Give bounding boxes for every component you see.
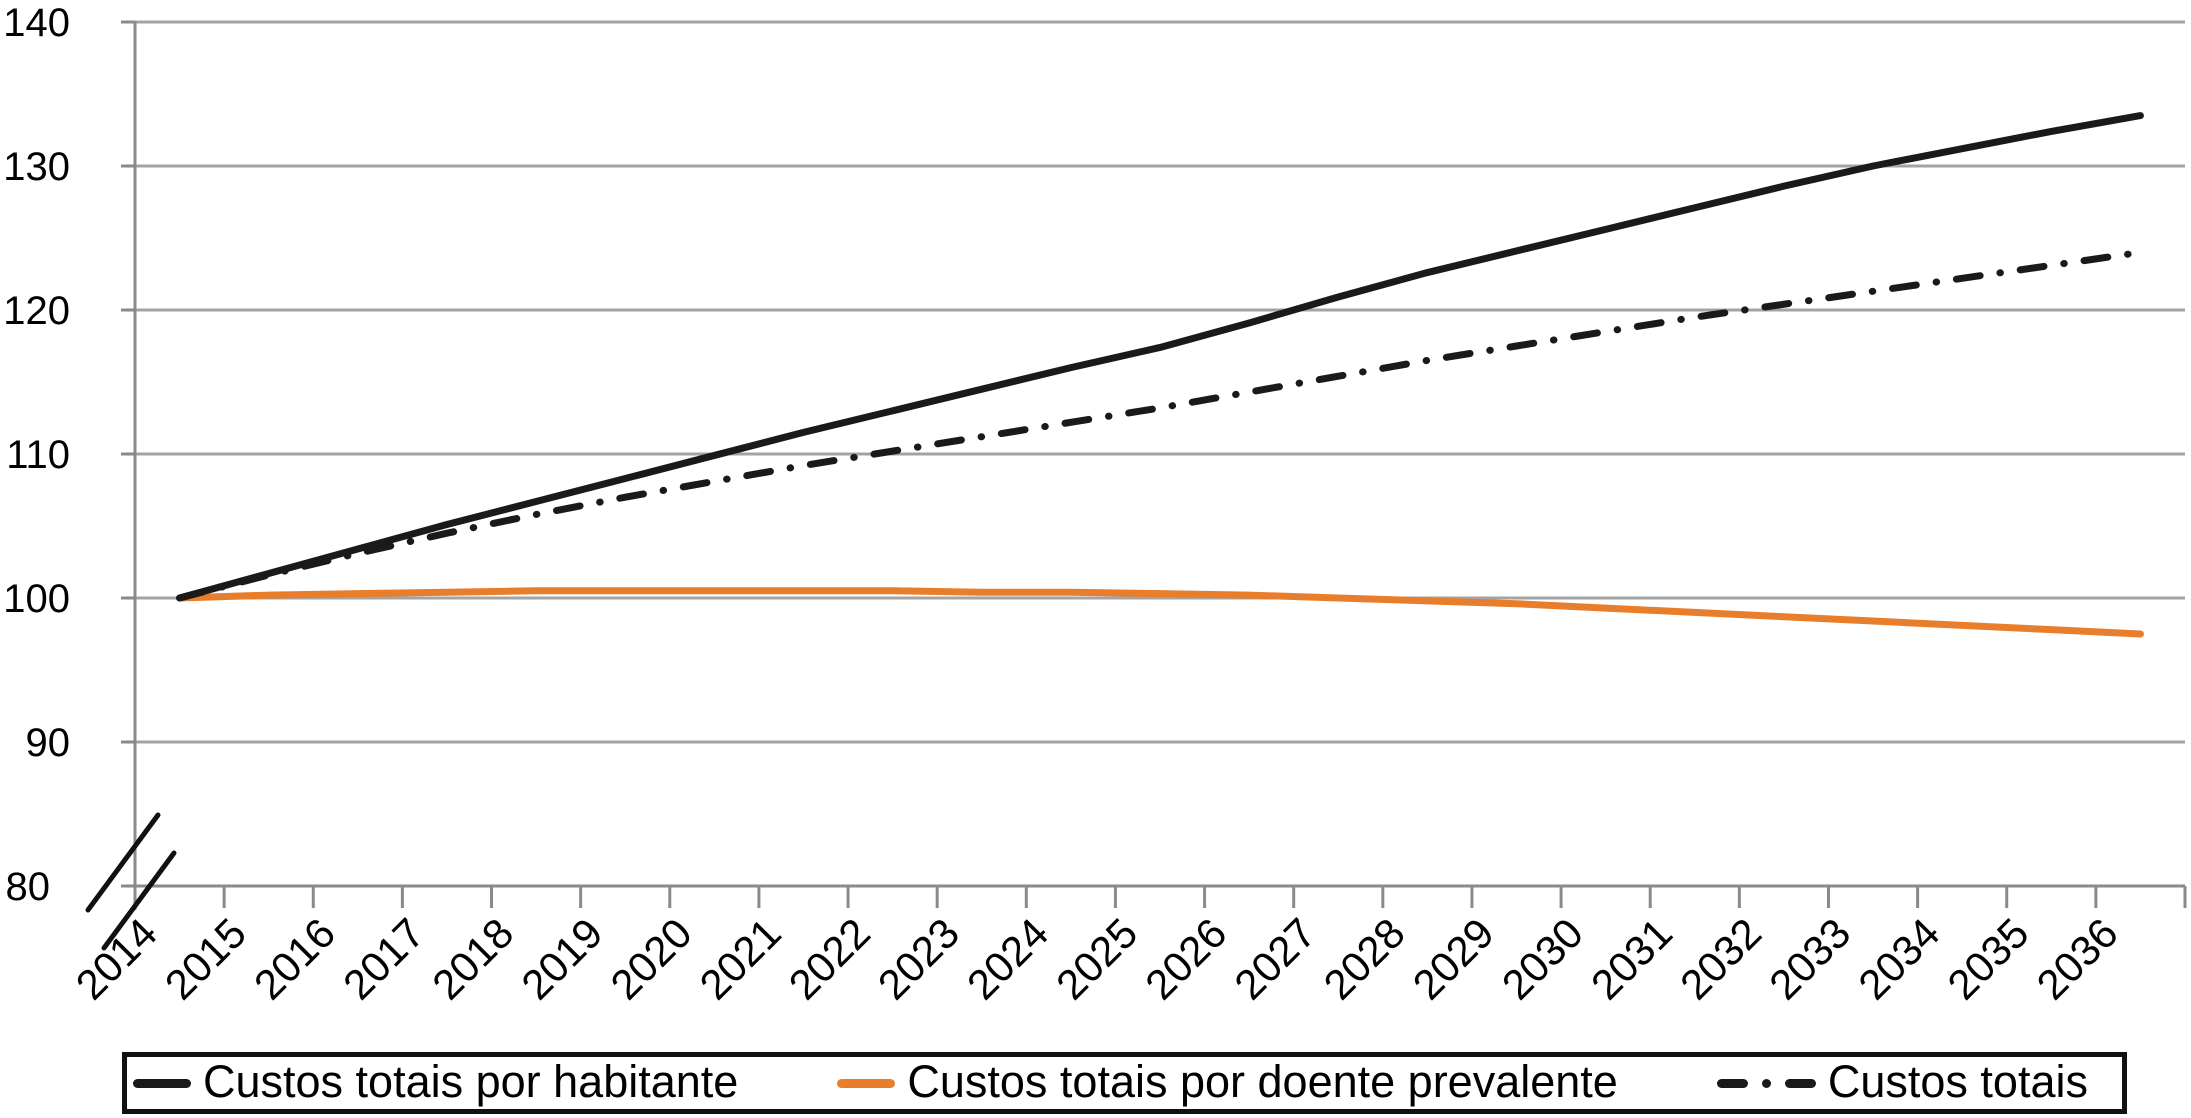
x-tick-label: 2016 — [245, 909, 344, 1008]
x-tick-label: 2036 — [2027, 909, 2126, 1008]
x-tick-label: 2025 — [1047, 909, 1146, 1008]
series-line-custos-totais — [176, 248, 2144, 602]
x-tick-label: 2019 — [512, 909, 611, 1008]
x-tick-label: 2014 — [67, 909, 166, 1008]
legend-swatch-dash-dot-line — [1716, 1078, 1816, 1088]
x-tick-label: 2018 — [423, 909, 522, 1008]
x-tick-label: 2020 — [601, 909, 700, 1008]
legend-label: Custos totais por habitante — [203, 1056, 739, 1107]
x-tick-label: 2027 — [1225, 909, 1324, 1008]
x-tick-label: 2032 — [1671, 909, 1770, 1008]
axis-break-mark — [101, 850, 177, 951]
series-line-custos-totais-por-doente-prevalente — [176, 587, 2144, 638]
dot-mark — [1761, 1078, 1771, 1088]
y-tick-label: 130 — [3, 145, 70, 189]
x-tick-label: 2035 — [1938, 909, 2037, 1008]
x-tick-label: 2034 — [1849, 909, 1948, 1008]
y-tick-label: 140 — [3, 1, 70, 45]
legend-label: Custos totais — [1827, 1056, 2088, 1107]
y-tick-label: 80 — [6, 865, 51, 909]
x-tick-label: 2022 — [780, 909, 879, 1008]
y-tick-label: 110 — [6, 433, 70, 477]
x-tick-label: 2028 — [1314, 909, 1413, 1008]
x-tick-label: 2029 — [1404, 909, 1503, 1008]
x-tick-label: 2017 — [334, 909, 433, 1008]
y-tick-label: 120 — [3, 289, 70, 333]
x-tick-label: 2023 — [869, 909, 968, 1008]
x-tick-label: 2015 — [156, 909, 255, 1008]
y-tick-label: 90 — [26, 721, 71, 765]
x-tick-label: 2033 — [1760, 909, 1859, 1008]
legend-item-custos-totais-por-habitante: Custos totais por habitante — [133, 1059, 738, 1107]
x-tick-label: 2026 — [1136, 909, 1235, 1008]
legend-swatch-orange-line — [837, 1078, 896, 1088]
x-tick-label: 2021 — [691, 909, 790, 1008]
legend-item-custos-totais-por-doente-prevalente: Custos totais por doente prevalente — [837, 1056, 1618, 1107]
legend: Custos totais por habitante Custos totai… — [122, 1052, 2127, 1114]
dash-mark — [1784, 1078, 1816, 1088]
x-tick-label: 2030 — [1493, 909, 1592, 1008]
dash-mark — [1716, 1078, 1748, 1088]
series-line-custos-totais-por-habitante — [176, 112, 2144, 602]
axis-break-mark — [85, 812, 161, 913]
legend-label: Custos totais por doente prevalente — [907, 1056, 1618, 1107]
x-tick-label: 2024 — [958, 909, 1057, 1008]
legend-swatch-solid-black-line — [133, 1078, 191, 1088]
y-tick-label: 100 — [3, 577, 70, 621]
legend-item-custos-totais: Custos totais — [1716, 1056, 2088, 1107]
x-tick-label: 2031 — [1582, 909, 1681, 1008]
